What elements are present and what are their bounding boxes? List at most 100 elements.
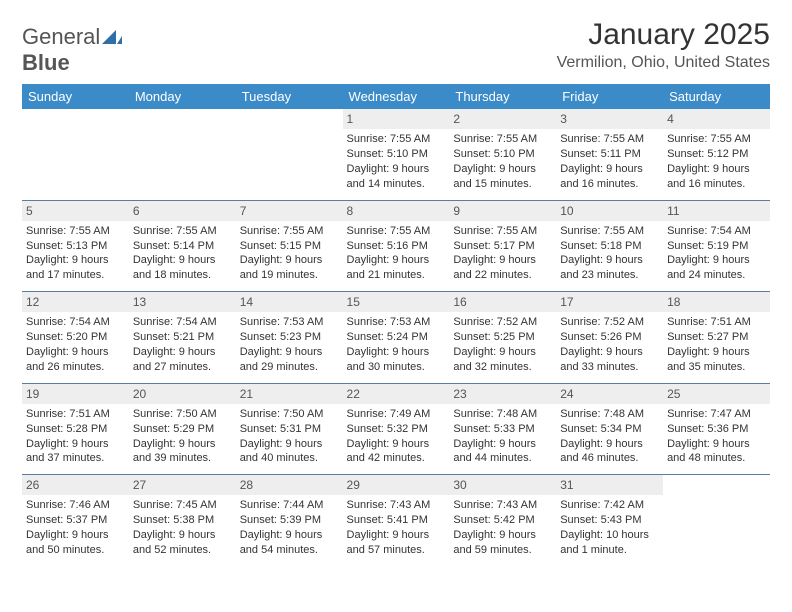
- daylight-text: and 32 minutes.: [453, 360, 552, 375]
- daylight-text: and 15 minutes.: [453, 177, 552, 192]
- sunset-text: Sunset: 5:13 PM: [26, 239, 125, 254]
- daylight-text: and 46 minutes.: [560, 451, 659, 466]
- daylight-text: Daylight: 9 hours: [240, 528, 339, 543]
- day-number: 23: [449, 384, 556, 404]
- sunrise-text: Sunrise: 7:55 AM: [667, 132, 766, 147]
- day-number: 9: [449, 201, 556, 221]
- sunset-text: Sunset: 5:20 PM: [26, 330, 125, 345]
- location-label: Vermilion, Ohio, United States: [557, 54, 770, 72]
- daylight-text: and 22 minutes.: [453, 268, 552, 283]
- weekday-header: Wednesday: [343, 84, 450, 109]
- day-number: 11: [663, 201, 770, 221]
- calendar-table: Sunday Monday Tuesday Wednesday Thursday…: [22, 84, 770, 566]
- sunrise-text: Sunrise: 7:42 AM: [560, 498, 659, 513]
- daylight-text: Daylight: 9 hours: [453, 528, 552, 543]
- sunset-text: Sunset: 5:43 PM: [560, 513, 659, 528]
- logo-text: GeneralBlue: [22, 24, 122, 76]
- calendar-day-cell: 31Sunrise: 7:42 AMSunset: 5:43 PMDayligh…: [556, 475, 663, 566]
- sunset-text: Sunset: 5:16 PM: [347, 239, 446, 254]
- daylight-text: and 17 minutes.: [26, 268, 125, 283]
- calendar-day-cell: [22, 109, 129, 200]
- calendar-day-cell: 17Sunrise: 7:52 AMSunset: 5:26 PMDayligh…: [556, 292, 663, 384]
- sunset-text: Sunset: 5:10 PM: [453, 147, 552, 162]
- sunrise-text: Sunrise: 7:47 AM: [667, 407, 766, 422]
- calendar-day-cell: 26Sunrise: 7:46 AMSunset: 5:37 PMDayligh…: [22, 475, 129, 566]
- daylight-text: and 37 minutes.: [26, 451, 125, 466]
- day-number: 28: [236, 475, 343, 495]
- day-number: 8: [343, 201, 450, 221]
- header: GeneralBlue January 2025 Vermilion, Ohio…: [22, 18, 770, 76]
- daylight-text: and 21 minutes.: [347, 268, 446, 283]
- daylight-text: and 16 minutes.: [560, 177, 659, 192]
- logo: GeneralBlue: [22, 18, 122, 76]
- sunrise-text: Sunrise: 7:53 AM: [240, 315, 339, 330]
- calendar-day-cell: 28Sunrise: 7:44 AMSunset: 5:39 PMDayligh…: [236, 475, 343, 566]
- day-number: 7: [236, 201, 343, 221]
- daylight-text: Daylight: 9 hours: [26, 345, 125, 360]
- sunrise-text: Sunrise: 7:48 AM: [453, 407, 552, 422]
- sunrise-text: Sunrise: 7:48 AM: [560, 407, 659, 422]
- sunset-text: Sunset: 5:27 PM: [667, 330, 766, 345]
- day-number: 4: [663, 109, 770, 129]
- daylight-text: Daylight: 9 hours: [133, 253, 232, 268]
- sunset-text: Sunset: 5:11 PM: [560, 147, 659, 162]
- daylight-text: and 59 minutes.: [453, 543, 552, 558]
- daylight-text: and 29 minutes.: [240, 360, 339, 375]
- daylight-text: and 27 minutes.: [133, 360, 232, 375]
- sunset-text: Sunset: 5:10 PM: [347, 147, 446, 162]
- day-number: 26: [22, 475, 129, 495]
- day-number: 6: [129, 201, 236, 221]
- daylight-text: Daylight: 9 hours: [560, 437, 659, 452]
- daylight-text: and 39 minutes.: [133, 451, 232, 466]
- sunrise-text: Sunrise: 7:55 AM: [347, 132, 446, 147]
- sunrise-text: Sunrise: 7:43 AM: [347, 498, 446, 513]
- calendar-day-cell: 18Sunrise: 7:51 AMSunset: 5:27 PMDayligh…: [663, 292, 770, 384]
- daylight-text: Daylight: 9 hours: [667, 253, 766, 268]
- sunset-text: Sunset: 5:12 PM: [667, 147, 766, 162]
- day-number: 5: [22, 201, 129, 221]
- daylight-text: Daylight: 9 hours: [133, 528, 232, 543]
- sunrise-text: Sunrise: 7:52 AM: [453, 315, 552, 330]
- day-number: 15: [343, 292, 450, 312]
- sunset-text: Sunset: 5:15 PM: [240, 239, 339, 254]
- daylight-text: Daylight: 9 hours: [667, 162, 766, 177]
- weekday-header: Thursday: [449, 84, 556, 109]
- calendar-day-cell: 1Sunrise: 7:55 AMSunset: 5:10 PMDaylight…: [343, 109, 450, 200]
- daylight-text: Daylight: 9 hours: [453, 345, 552, 360]
- calendar-day-cell: [663, 475, 770, 566]
- day-number: 18: [663, 292, 770, 312]
- sunrise-text: Sunrise: 7:55 AM: [26, 224, 125, 239]
- calendar-day-cell: 22Sunrise: 7:49 AMSunset: 5:32 PMDayligh…: [343, 383, 450, 475]
- sunrise-text: Sunrise: 7:54 AM: [133, 315, 232, 330]
- daylight-text: Daylight: 9 hours: [347, 253, 446, 268]
- sunset-text: Sunset: 5:17 PM: [453, 239, 552, 254]
- day-number: 31: [556, 475, 663, 495]
- day-number: 2: [449, 109, 556, 129]
- sunset-text: Sunset: 5:41 PM: [347, 513, 446, 528]
- calendar-week-row: 12Sunrise: 7:54 AMSunset: 5:20 PMDayligh…: [22, 292, 770, 384]
- sunrise-text: Sunrise: 7:55 AM: [560, 132, 659, 147]
- daylight-text: and 57 minutes.: [347, 543, 446, 558]
- sunset-text: Sunset: 5:38 PM: [133, 513, 232, 528]
- daylight-text: Daylight: 9 hours: [560, 162, 659, 177]
- daylight-text: and 48 minutes.: [667, 451, 766, 466]
- calendar-day-cell: 16Sunrise: 7:52 AMSunset: 5:25 PMDayligh…: [449, 292, 556, 384]
- sunset-text: Sunset: 5:31 PM: [240, 422, 339, 437]
- calendar-day-cell: 15Sunrise: 7:53 AMSunset: 5:24 PMDayligh…: [343, 292, 450, 384]
- day-number: 19: [22, 384, 129, 404]
- calendar-day-cell: 19Sunrise: 7:51 AMSunset: 5:28 PMDayligh…: [22, 383, 129, 475]
- calendar-day-cell: 4 Sunrise: 7:55 AMSunset: 5:12 PMDaylight…: [663, 109, 770, 200]
- sunset-text: Sunset: 5:32 PM: [347, 422, 446, 437]
- calendar-day-cell: [129, 109, 236, 200]
- sunrise-text: Sunrise: 7:43 AM: [453, 498, 552, 513]
- daylight-text: Daylight: 9 hours: [453, 437, 552, 452]
- weekday-header: Friday: [556, 84, 663, 109]
- daylight-text: Daylight: 9 hours: [560, 345, 659, 360]
- sunrise-text: Sunrise: 7:51 AM: [26, 407, 125, 422]
- sunrise-text: Sunrise: 7:50 AM: [133, 407, 232, 422]
- weekday-header: Saturday: [663, 84, 770, 109]
- daylight-text: Daylight: 9 hours: [240, 253, 339, 268]
- sunset-text: Sunset: 5:36 PM: [667, 422, 766, 437]
- sunrise-text: Sunrise: 7:55 AM: [240, 224, 339, 239]
- sunrise-text: Sunrise: 7:50 AM: [240, 407, 339, 422]
